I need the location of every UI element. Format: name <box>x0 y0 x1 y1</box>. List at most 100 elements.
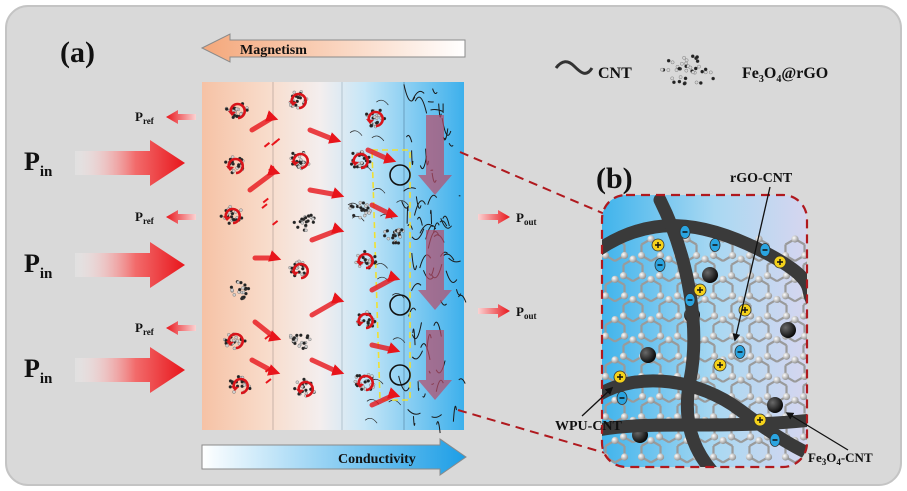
atom-dot <box>305 335 309 340</box>
atom-dot <box>682 81 687 86</box>
fe3o4-rgo-particle <box>228 375 252 395</box>
cnt-strand <box>442 215 450 227</box>
atom-dot <box>229 215 234 219</box>
atom-dot <box>359 206 363 210</box>
magnetism-arrow: Magnetism <box>200 33 466 63</box>
lattice-atom <box>656 251 665 260</box>
atom-dot <box>364 204 368 208</box>
lattice-atom <box>791 316 799 324</box>
scatter-arrowhead <box>266 164 281 176</box>
atom-dot <box>228 205 232 209</box>
magnetism-label: Magnetism <box>240 43 307 58</box>
scatter-arrowhead <box>266 364 281 376</box>
absorption-arrows <box>418 115 452 400</box>
cnt-strand <box>406 206 409 224</box>
scatter-arrowhead <box>330 292 345 304</box>
lattice-atom <box>665 336 673 344</box>
atom-dot <box>660 67 664 72</box>
lattice-atom <box>637 292 646 300</box>
atom-dot <box>227 221 231 225</box>
lattice-atom <box>755 396 763 404</box>
fe3o4-rgo-particle <box>348 201 372 220</box>
atom-dot <box>362 319 366 323</box>
cnt-strand <box>455 289 462 296</box>
scatter-arrowhead <box>267 330 282 342</box>
lattice-atom <box>746 392 755 401</box>
lattice-atom <box>782 392 791 401</box>
atom-dot <box>292 220 296 225</box>
atom-dot <box>232 293 236 297</box>
atom-dot <box>232 169 236 173</box>
atom-dot <box>361 201 366 205</box>
rotation-arrowhead <box>226 166 234 171</box>
atom-dot <box>709 70 713 75</box>
atom-dot <box>400 228 404 232</box>
lattice-atom <box>764 292 773 300</box>
atom-dot <box>308 337 312 342</box>
atom-dot <box>366 321 370 325</box>
atom-dot <box>695 59 700 63</box>
atom-dot <box>292 90 296 95</box>
lattice-atom <box>602 292 610 300</box>
rotation-arrowhead <box>291 161 299 166</box>
fe3o4-rgo-particle <box>224 102 249 120</box>
atom-dot <box>688 65 693 70</box>
lattice-atom <box>781 372 790 380</box>
cnt-strand <box>376 99 389 106</box>
atom-dot <box>229 285 234 289</box>
lattice-atom <box>647 436 655 445</box>
lattice-atom <box>719 436 727 445</box>
atom-dot <box>225 344 229 348</box>
lattice-atom <box>709 251 718 260</box>
panel-a-label: (a) <box>60 36 95 69</box>
lattice-atom <box>781 453 790 461</box>
atom-dot <box>358 201 362 205</box>
atom-dot <box>364 211 368 215</box>
atom-dot <box>297 165 301 169</box>
lattice-atom <box>637 332 646 340</box>
atom-dot <box>291 151 295 156</box>
fe3o4-rgo-particle <box>288 90 309 110</box>
atom-dot <box>360 387 364 391</box>
rotation-loop <box>227 332 244 350</box>
rgo-cnt-label: rGO-CNT <box>730 171 793 186</box>
lattice-atom <box>701 336 709 344</box>
plus-sign <box>757 417 763 423</box>
atom-dot <box>693 66 698 71</box>
atom-dot <box>234 335 238 340</box>
lattice-atom <box>728 292 737 300</box>
cnt-strand <box>432 88 438 95</box>
cnt-strand <box>371 135 385 142</box>
atom-dot <box>245 108 249 112</box>
atom-dot <box>300 384 304 389</box>
cnt-strand <box>436 421 441 434</box>
cnt-strand <box>411 150 414 166</box>
lattice-atom <box>655 312 664 320</box>
lattice-atom <box>602 372 610 380</box>
atom-dot <box>373 254 377 259</box>
plus-sign <box>697 287 703 293</box>
lattice-atom <box>737 295 745 304</box>
fe3o4-rgo-particle <box>289 333 312 350</box>
lattice-atom <box>782 352 791 360</box>
atom-dot <box>670 76 674 81</box>
cnt-strand <box>349 130 363 136</box>
rotation-loop <box>357 312 374 330</box>
lattice-atom <box>745 453 754 461</box>
atom-dot <box>677 79 682 84</box>
rotation-arrowhead <box>291 271 299 276</box>
atom-dot <box>366 206 370 210</box>
lattice-atom <box>656 413 665 421</box>
incident-arrow-2 <box>75 242 185 288</box>
scatter-arrowhead <box>382 152 397 164</box>
lattice-atom <box>719 275 727 283</box>
scatter-arrowhead <box>330 187 345 199</box>
lattice-atom <box>763 352 772 360</box>
atom-dot <box>293 341 297 346</box>
lattice-atom <box>745 332 754 340</box>
lattice-atom <box>709 332 718 340</box>
scatter-arrowhead <box>330 222 345 234</box>
atom-dot <box>351 151 355 156</box>
atom-dot <box>235 107 239 111</box>
